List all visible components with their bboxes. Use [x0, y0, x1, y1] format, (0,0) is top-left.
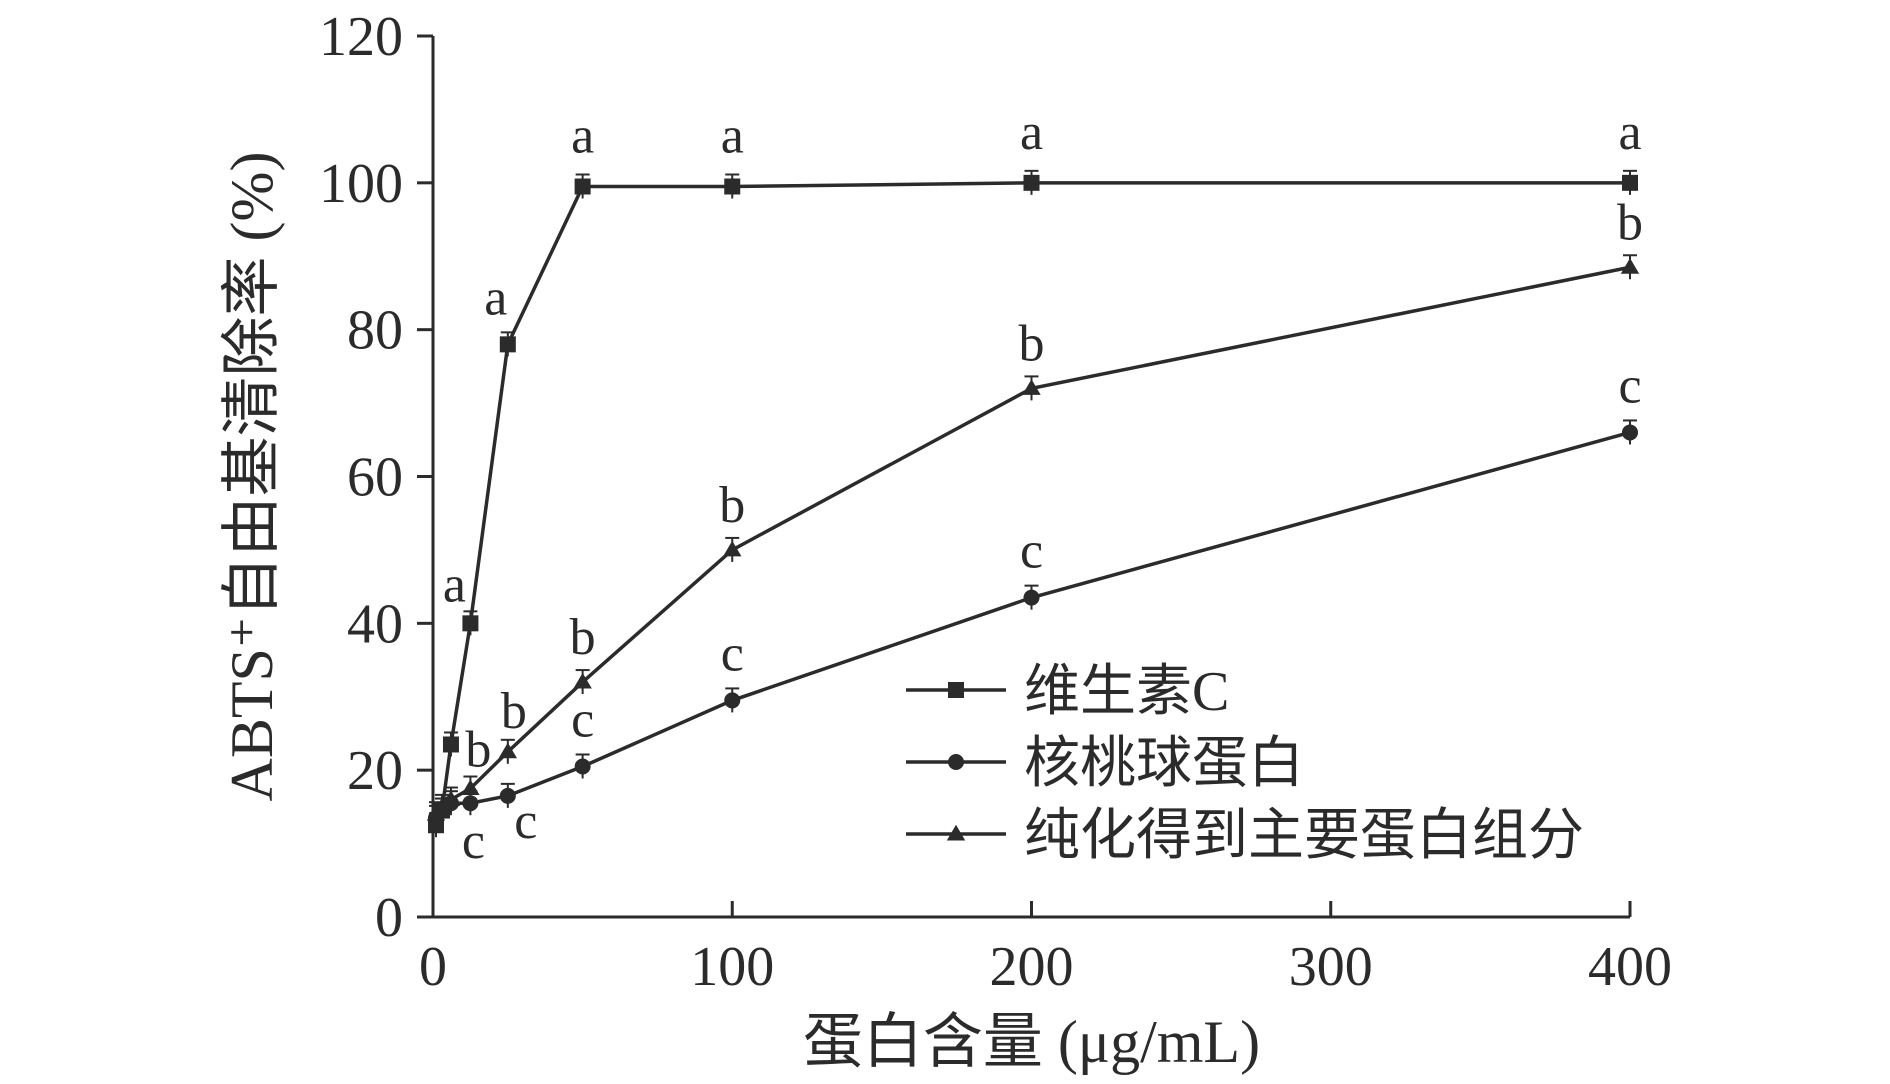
significance-label: b: [719, 477, 745, 534]
square-marker: [948, 682, 964, 698]
y-tick-label: 120: [319, 6, 403, 68]
triangle-marker: [432, 797, 452, 814]
y-tick-label: 80: [347, 300, 403, 362]
y-tick-label: 20: [347, 740, 403, 802]
square-marker: [1023, 174, 1040, 191]
significance-label: a: [1020, 104, 1043, 161]
axes: 0 20 40 60 80 100 120 0 100 200 300 400: [319, 6, 1672, 998]
significance-label: a: [1618, 104, 1641, 161]
significance-label: b: [465, 722, 491, 779]
significance-label: c: [1020, 523, 1043, 580]
significance-label: b: [1617, 194, 1643, 251]
y-axis-title: ABTS⁺自由基清除率 (%): [219, 152, 285, 802]
triangle-marker: [946, 824, 966, 841]
x-tick-label: 200: [990, 936, 1074, 998]
triangle-marker: [1022, 379, 1041, 395]
square-marker: [442, 736, 459, 753]
circle-marker: [499, 787, 516, 804]
circle-marker: [462, 795, 479, 812]
square-marker: [1622, 174, 1638, 191]
square-marker: [499, 336, 516, 353]
legend-item-1: 维生素C: [906, 661, 1229, 723]
significance-label: b: [1019, 315, 1045, 372]
series-3: [426, 254, 1640, 827]
x-tick-label: 100: [690, 936, 774, 998]
circle-marker: [1622, 424, 1638, 441]
significance-label: a: [571, 108, 594, 165]
circle-marker: [724, 692, 741, 709]
triangle-marker: [461, 779, 480, 795]
triangle-marker: [498, 742, 518, 759]
legend-label: 纯化得到主要蛋白组分: [1024, 805, 1584, 867]
significance-label: c: [514, 793, 537, 850]
legend-label: 维生素C: [1024, 661, 1229, 723]
significance-label: c: [721, 625, 744, 682]
significance-label: c: [462, 813, 485, 870]
y-tick-label: 60: [347, 447, 403, 509]
significance-label: a: [484, 269, 507, 326]
y-tick-label: 0: [375, 887, 403, 949]
triangle-marker: [573, 672, 592, 689]
x-tick-label: 300: [1289, 936, 1373, 998]
square-marker: [724, 178, 741, 195]
triangle-marker: [723, 540, 742, 557]
significance-label: a: [443, 556, 466, 613]
series-group: [426, 169, 1640, 838]
significance-label: c: [1618, 357, 1641, 414]
significance-label: b: [570, 609, 596, 666]
x-tick-label: 0: [419, 936, 447, 998]
y-tick-label: 100: [319, 153, 403, 215]
triangle-marker: [441, 790, 461, 806]
significance-label: b: [501, 683, 527, 740]
triangle-marker: [1620, 258, 1640, 274]
significance-label: c: [571, 691, 594, 748]
square-marker: [462, 615, 479, 632]
series-line: [434, 181, 1630, 826]
y-tick-label: 40: [347, 593, 403, 655]
legend-item-3: 纯化得到主要蛋白组分: [906, 805, 1584, 867]
circle-marker: [574, 758, 591, 775]
significance-label: a: [721, 108, 744, 165]
legend-item-2: 核桃球蛋白: [906, 733, 1304, 795]
x-axis-title: 蛋白含量 (μg/mL): [803, 1009, 1260, 1075]
legend-label: 核桃球蛋白: [1024, 733, 1304, 795]
circle-marker: [948, 754, 964, 770]
x-tick-label: 400: [1588, 936, 1672, 998]
circle-marker: [1023, 589, 1040, 606]
square-marker: [574, 178, 591, 195]
